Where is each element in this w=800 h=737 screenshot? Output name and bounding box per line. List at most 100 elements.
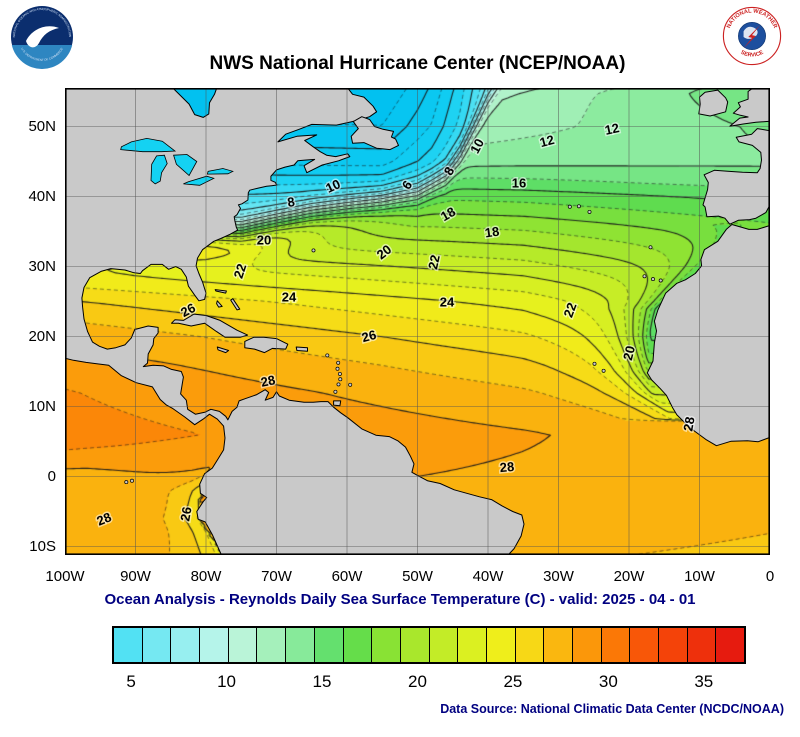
x-tick-label: 80W <box>190 568 222 585</box>
colorbar-cell <box>257 628 287 662</box>
landmass-ireland <box>698 89 729 117</box>
colorbar-cell <box>343 628 373 662</box>
nws-logo: NATIONAL WEATHER SERVICE <box>722 6 782 66</box>
svg-text:SERVICE: SERVICE <box>739 50 764 59</box>
colorbar-cell <box>286 628 315 662</box>
island-cuba <box>171 313 249 338</box>
small-island <box>592 361 597 366</box>
contour-label: 26 <box>360 327 378 345</box>
contour-label: 22 <box>560 301 579 320</box>
colorbar-tick-label: 10 <box>217 672 236 691</box>
contour-label: 26 <box>177 506 194 523</box>
colorbar-cell <box>601 628 631 662</box>
colorbar-cell <box>114 628 143 662</box>
colorbar-cell <box>142 628 172 662</box>
landmass-americas <box>65 88 525 555</box>
contour-label: 16 <box>512 176 526 191</box>
landmass-britain <box>729 88 770 127</box>
y-tick-label: 30N <box>28 257 56 275</box>
x-tick-label: 60W <box>331 568 363 585</box>
colorbar-cell <box>458 628 487 662</box>
small-island <box>124 480 129 485</box>
x-tick-label: 30W <box>543 568 574 585</box>
small-island <box>336 360 341 365</box>
contour-label: 10 <box>323 176 342 196</box>
colorbar-cell <box>400 628 430 662</box>
noaa-logo: NATIONAL OCEANIC AND ATMOSPHERIC ADMINIS… <box>10 5 74 70</box>
x-tick-label: 0 <box>765 568 775 585</box>
colorbar-cell <box>372 628 401 662</box>
great-lake <box>150 154 168 185</box>
small-island <box>587 209 592 214</box>
contour-label: 8 <box>441 164 458 178</box>
page-title: NWS National Hurricane Center (NCEP/NOAA… <box>209 53 626 74</box>
colorbar-cell <box>716 628 745 662</box>
small-island <box>601 368 606 373</box>
island-jamaica <box>216 346 230 354</box>
colorbar-tick-label: 25 <box>503 672 523 691</box>
colorbar-cell <box>544 628 573 662</box>
colorbar-cell <box>659 628 688 662</box>
contour-label: 22 <box>231 262 250 280</box>
island-puerto-rico <box>295 346 308 352</box>
contour-label: 22 <box>425 253 443 270</box>
island-bahamas <box>216 300 223 308</box>
colorbar-tick-label: 30 <box>598 672 618 691</box>
small-island <box>333 389 338 394</box>
landmass-africa <box>646 224 770 447</box>
small-island <box>325 353 330 358</box>
island-bahamas <box>214 289 227 294</box>
colorbar-cell <box>687 628 717 662</box>
contour-label: 12 <box>603 120 620 138</box>
colorbar-cell <box>228 628 258 662</box>
small-island <box>651 277 655 282</box>
small-island <box>335 366 340 371</box>
great-lake <box>120 137 177 153</box>
y-tick-label: 0 <box>47 467 56 485</box>
contour-label: 24 <box>282 290 297 305</box>
map-caption: Ocean Analysis - Reynolds Daily Sea Surf… <box>104 591 696 608</box>
contour-label: 18 <box>484 224 500 241</box>
contour-label: 12 <box>538 132 556 150</box>
island-trinidad <box>333 400 342 407</box>
colorbar-cell <box>630 628 660 662</box>
contour-label: 24 <box>440 295 455 310</box>
contour-label: 20 <box>257 233 271 248</box>
island-bahamas <box>230 298 241 311</box>
small-island <box>336 382 341 387</box>
landmass-iberia-france <box>702 128 770 225</box>
contour-label: 18 <box>438 204 458 224</box>
small-island <box>658 278 663 283</box>
contour-label: 20 <box>374 242 395 263</box>
contour-label: 28 <box>499 459 515 475</box>
small-island <box>311 248 316 253</box>
x-tick-label: 10W <box>684 568 715 585</box>
y-tick-label: 10N <box>28 397 56 415</box>
nws-bolt-icon <box>743 24 761 49</box>
colorbar-cell <box>486 628 516 662</box>
x-tick-label: 70W <box>261 568 292 585</box>
contour-label: 10 <box>467 136 487 156</box>
colorbar-tick-label: 35 <box>694 672 714 691</box>
x-tick-label: 20W <box>613 568 645 585</box>
contour-label: 28 <box>680 416 697 433</box>
y-tick-label: 40N <box>28 187 56 205</box>
small-island <box>348 382 353 387</box>
small-island <box>648 245 653 250</box>
x-tick-label: 40W <box>472 568 504 585</box>
contour-label: 28 <box>94 509 113 528</box>
colorbar <box>112 626 746 664</box>
colorbar-cell <box>171 628 201 662</box>
landmass-newfoundland <box>350 116 399 151</box>
small-island <box>338 377 343 382</box>
colorbar-cell <box>200 628 229 662</box>
nws-ring-text-bottom: SERVICE <box>739 50 764 59</box>
great-lake <box>206 168 234 175</box>
contour-label: 6 <box>399 178 415 193</box>
colorbar-cell <box>429 628 459 662</box>
x-tick-label: 90W <box>120 568 151 585</box>
small-island <box>567 204 572 209</box>
colorbar-tick-label: 15 <box>312 672 332 691</box>
